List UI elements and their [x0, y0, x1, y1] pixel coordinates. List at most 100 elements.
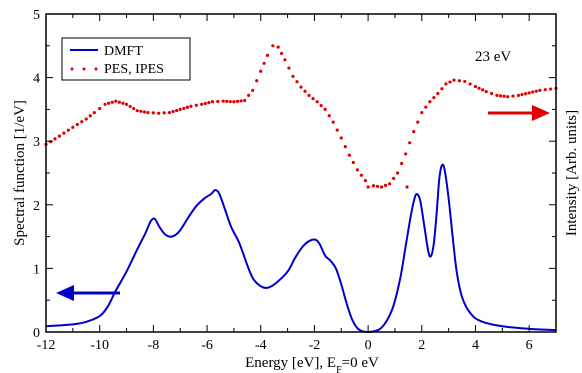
pes-data-point — [319, 103, 323, 108]
pes-data-point — [178, 107, 182, 111]
pes-data-point — [400, 161, 404, 166]
pes-data-point — [228, 99, 232, 104]
y-axis-title-right: Intensity [Arb. units] — [564, 110, 580, 236]
pes-data-point — [420, 110, 424, 115]
pes-data-point — [387, 182, 392, 186]
pes-data-point — [436, 91, 440, 96]
pes-data-point — [379, 185, 384, 189]
y-tick-label: 2 — [33, 199, 40, 214]
pes-data-point — [335, 128, 339, 132]
pes-data-point — [80, 120, 84, 124]
y-axis-title-left: Spectral function [1/eV] — [12, 100, 28, 246]
pes-data-point — [516, 93, 521, 98]
pes-data-point — [194, 103, 198, 107]
pes-data-point — [66, 128, 70, 132]
pes-data-point — [351, 160, 355, 165]
pes-data-point — [167, 110, 172, 115]
pes-data-point — [287, 66, 291, 70]
x-tick-label: -4 — [255, 338, 267, 353]
pes-data-point — [295, 80, 299, 84]
pes-data-point — [355, 168, 359, 172]
y-tick-label: 3 — [33, 135, 40, 150]
y-tick-label: 5 — [33, 8, 40, 23]
pes-data-point — [239, 99, 243, 103]
pes-data-point — [235, 99, 240, 103]
pes-data-point — [121, 101, 125, 105]
pes-data-point — [117, 100, 121, 104]
energy-annotation: 23 eV — [475, 49, 511, 65]
pes-data-point — [416, 120, 420, 124]
pes-data-point — [520, 92, 524, 97]
pes-data-point — [200, 102, 204, 106]
pes-data-point — [151, 111, 155, 115]
pes-data-point — [103, 102, 107, 106]
pes-data-point — [523, 92, 528, 96]
legend-label-pes: PES, IPES — [104, 62, 164, 77]
pes-data-point — [506, 95, 510, 99]
pes-data-point — [276, 45, 280, 49]
y-tick-label: 1 — [33, 262, 40, 277]
pes-data-point — [279, 51, 284, 56]
pes-data-point — [311, 96, 315, 101]
pes-data-point — [543, 88, 547, 92]
pes-data-point — [142, 110, 147, 114]
pes-data-point — [339, 136, 343, 140]
x-axis-title-main: Energy [eV], E — [245, 355, 336, 371]
pes-data-point — [135, 109, 139, 113]
x-tick-label: -10 — [90, 338, 109, 353]
pes-data-point — [185, 105, 189, 109]
pes-data-point — [347, 153, 351, 157]
pes-data-point — [259, 69, 263, 73]
left-axis-arrow — [56, 285, 120, 301]
pes-data-point — [412, 130, 416, 134]
pes-data-point — [124, 102, 129, 106]
pes-data-point — [549, 87, 553, 91]
pes-data-point — [375, 184, 380, 188]
pes-data-point — [283, 58, 287, 62]
pes-data-point — [232, 100, 236, 104]
pes-data-point — [75, 122, 79, 127]
pes-data-point — [225, 99, 229, 103]
x-axis-title-subscript: F — [336, 365, 342, 373]
pes-data-point — [363, 179, 368, 183]
pes-data-point — [404, 152, 408, 156]
pes-data-point — [255, 79, 259, 83]
y-tick-label: 0 — [33, 326, 40, 341]
pes-data-point — [457, 79, 461, 83]
pes-data-point — [477, 86, 481, 90]
pes-data-point — [162, 111, 166, 115]
legend: DMFT PES, IPES — [61, 37, 191, 81]
pes-data-point — [440, 87, 444, 91]
pes-data-point — [343, 145, 347, 149]
pes-data-point — [189, 104, 193, 108]
pes-data-point — [444, 82, 448, 86]
ticks-layer — [45, 13, 556, 333]
pes-data-point — [114, 99, 118, 103]
x-axis-title-tail: =0 eV — [342, 355, 379, 371]
pes-data-point — [247, 93, 251, 98]
pes-data-point — [366, 185, 370, 189]
pes-data-point — [484, 89, 488, 94]
pes-data-point — [511, 94, 515, 98]
pes-data-point — [527, 91, 531, 95]
pes-data-point — [303, 89, 307, 93]
pes-data-point — [299, 85, 303, 89]
pes-data-point — [331, 120, 335, 124]
pes-data-point — [371, 184, 376, 188]
pes-data-point — [57, 134, 62, 138]
series-layer — [44, 44, 558, 334]
pes-data-point — [468, 82, 472, 86]
pes-data-point — [489, 91, 494, 96]
legend-swatch-pes — [70, 67, 98, 71]
pes-data-point — [502, 94, 506, 98]
legend-label-dmft: DMFT — [104, 44, 143, 59]
pes-data-point — [157, 111, 161, 115]
tick-labels-layer: -12 -10 -8 -6 -4 -2 0 2 4 6 0 1 2 3 4 5 — [33, 8, 533, 353]
pes-data-point — [216, 99, 220, 104]
pes-data-point — [327, 114, 331, 118]
pes-data-point — [207, 101, 211, 105]
pes-data-point — [495, 93, 499, 98]
x-axis-title: Energy [eV], EF=0 eV — [245, 355, 379, 373]
pes-data-point — [175, 108, 179, 113]
pes-data-point — [139, 109, 143, 113]
